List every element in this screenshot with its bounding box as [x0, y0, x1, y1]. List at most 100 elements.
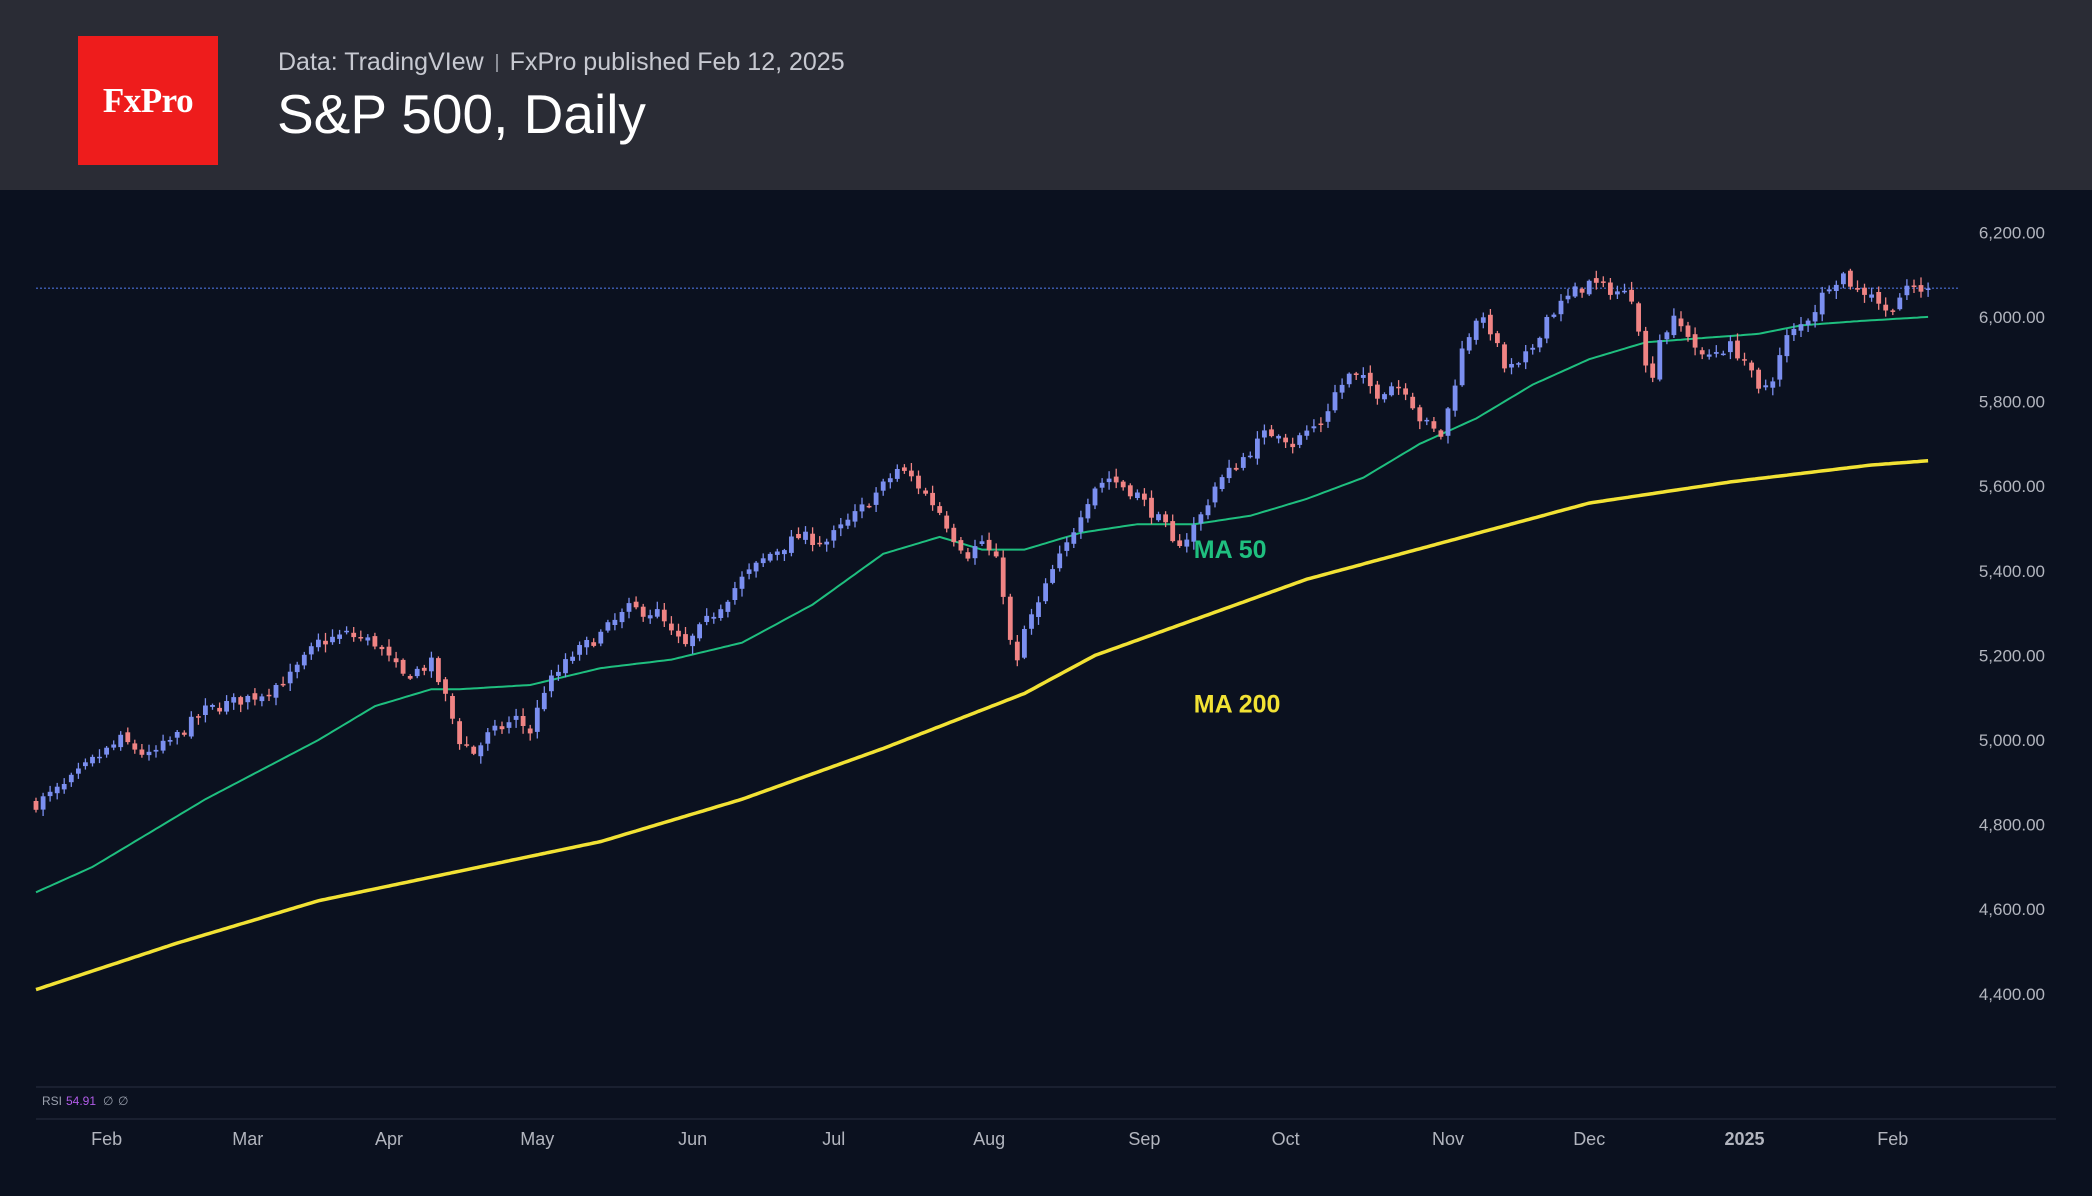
published-date: FxPro published Feb 12, 2025 — [509, 48, 845, 76]
candle-body — [894, 469, 900, 479]
candle-body — [301, 654, 307, 666]
candle-body — [1495, 333, 1500, 344]
candle-body — [1142, 493, 1147, 500]
candle-body — [181, 732, 187, 735]
candle-body — [958, 540, 964, 551]
candle-body — [591, 642, 597, 646]
candlestick-chart[interactable]: 6,200.00 6,000.00 5,800.00 5,600.00 5,400.00… — [0, 190, 2092, 1196]
candle-body — [732, 588, 738, 600]
candle-body — [90, 756, 95, 764]
candle-body — [61, 784, 67, 790]
candle-body — [704, 615, 710, 622]
candle-body — [1311, 426, 1317, 429]
candle-body — [1099, 482, 1105, 488]
candle-body — [1290, 443, 1296, 448]
candle-body — [1805, 320, 1811, 325]
candle-body — [506, 722, 512, 728]
candle-body — [386, 646, 392, 656]
candle-body — [1050, 569, 1055, 583]
candle-body — [549, 675, 554, 692]
x-tick-label: Sep — [1128, 1129, 1160, 1149]
candle-body — [563, 659, 568, 674]
candle-body — [1784, 335, 1790, 357]
candle-body — [1149, 497, 1154, 518]
candle-body — [824, 541, 830, 545]
fxpro-logo[interactable]: FxPro — [78, 36, 218, 165]
candle-body — [782, 550, 787, 555]
candle-body — [443, 679, 448, 694]
candle-body — [76, 768, 81, 774]
candle-body — [68, 774, 74, 783]
candle-body — [471, 746, 477, 754]
candle-body — [683, 634, 688, 645]
y-tick-label: 5,600.00 — [1979, 477, 2045, 496]
candle-body — [1855, 288, 1860, 290]
candle-body — [1636, 303, 1641, 332]
candle-body — [923, 490, 928, 494]
candle-body — [372, 636, 378, 647]
candle-body — [1071, 532, 1077, 544]
candle-body — [767, 553, 773, 561]
candle-body — [902, 467, 907, 471]
candle-body — [1283, 437, 1288, 443]
candle-body — [1551, 314, 1557, 317]
candle-body — [365, 637, 371, 641]
candle-body — [541, 692, 547, 710]
candle-body — [1396, 386, 1401, 389]
candle-body — [1022, 629, 1027, 658]
candle-body — [944, 515, 950, 529]
candle-body — [1883, 304, 1889, 311]
candle-body — [1925, 288, 1931, 290]
candle-body — [626, 603, 632, 612]
logo-text: FxPro — [102, 80, 194, 120]
candle-body — [1346, 373, 1352, 385]
candle-body — [1565, 295, 1571, 300]
candle-body — [725, 601, 731, 612]
candle-body — [400, 659, 406, 674]
candle-body — [1848, 270, 1853, 287]
candle-body — [654, 609, 660, 617]
candle-body — [1509, 364, 1514, 368]
candle-body — [697, 624, 702, 639]
candle-body — [1890, 310, 1896, 312]
candle-body — [1092, 488, 1098, 506]
candle-body — [104, 747, 109, 755]
candle-body — [1459, 348, 1465, 386]
candle-body — [47, 791, 53, 797]
candle-body — [1452, 385, 1458, 411]
candle-body — [1247, 455, 1253, 458]
candle-body — [845, 519, 851, 526]
candle-body — [407, 676, 413, 679]
candle-body — [1770, 381, 1776, 388]
candle-body — [1756, 369, 1761, 389]
candle-body — [831, 530, 837, 541]
candle-body — [817, 542, 823, 545]
x-tick-label: Oct — [1272, 1129, 1300, 1149]
candle-body — [774, 551, 780, 555]
candle-body — [1127, 485, 1133, 497]
candle-body — [1791, 328, 1797, 336]
candle-body — [1297, 435, 1303, 445]
candle-body — [1255, 438, 1260, 459]
candle-body — [1212, 486, 1218, 503]
candle-body — [266, 694, 272, 697]
rsi-extra-1: ∅ — [103, 1094, 113, 1108]
candle-body — [1862, 287, 1867, 295]
candle-body — [1841, 273, 1846, 285]
candle-body — [1382, 394, 1387, 400]
candle-body — [1480, 317, 1486, 323]
candle-body — [513, 715, 519, 720]
candle-body — [909, 470, 914, 477]
candle-body — [965, 552, 971, 559]
candle-body — [584, 640, 590, 648]
candle-body — [556, 671, 561, 676]
candle-body — [1530, 347, 1536, 350]
candle-body — [33, 801, 39, 810]
candle-body — [838, 524, 844, 529]
candle-body — [1332, 392, 1338, 411]
candle-body — [887, 478, 893, 483]
candle-body — [97, 756, 102, 759]
candle-body — [1826, 289, 1832, 292]
candle-body — [1014, 641, 1020, 661]
ma50-line — [35, 315, 1929, 894]
